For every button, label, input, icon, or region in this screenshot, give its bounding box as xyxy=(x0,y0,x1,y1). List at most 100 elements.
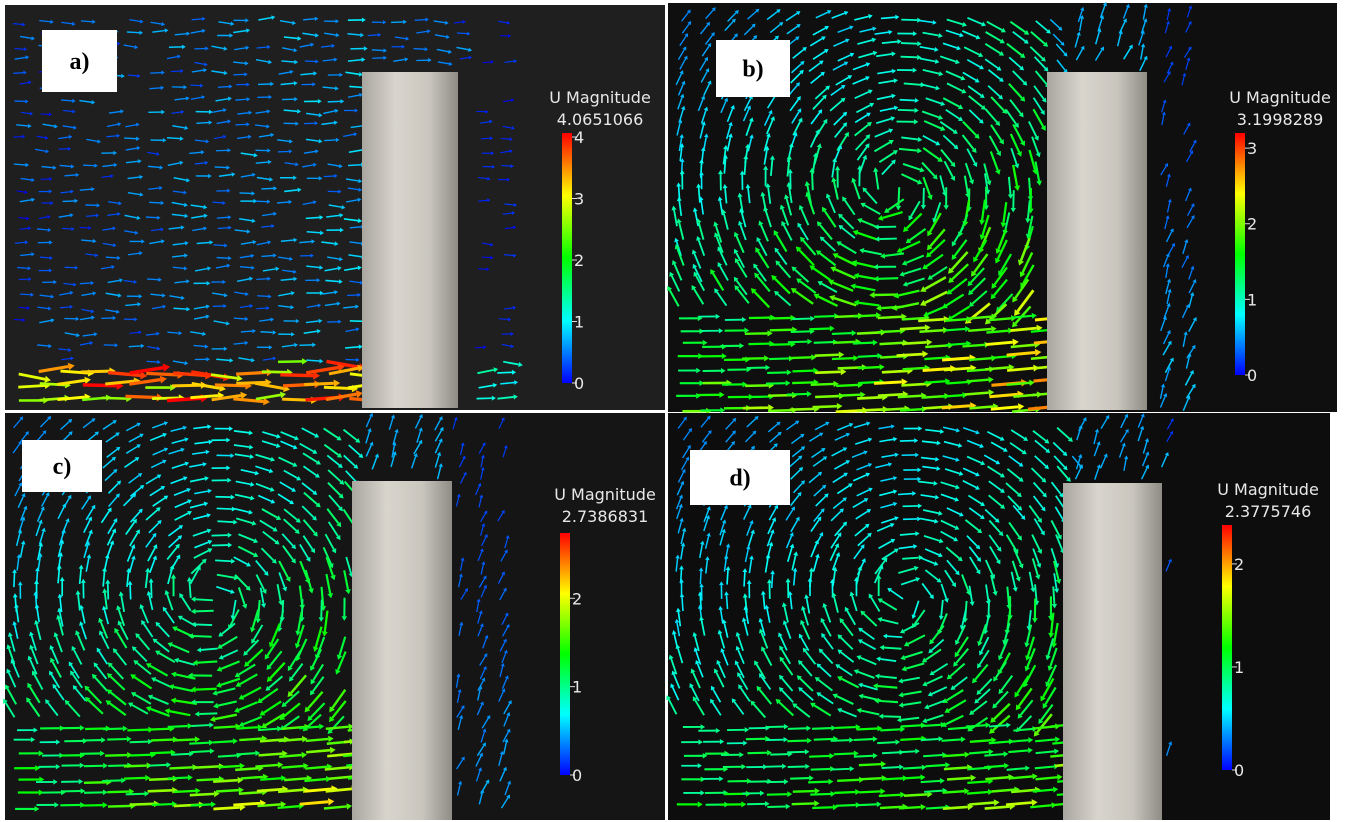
colorbar-tick-label: 1 xyxy=(572,678,582,697)
velocity-arrow xyxy=(81,240,93,241)
colorbar-max: 4.0651066 xyxy=(557,110,644,129)
velocity-arrow xyxy=(904,794,927,795)
velocity-arrow xyxy=(14,164,26,165)
velocity-arrow xyxy=(63,201,75,202)
velocity-arrow xyxy=(83,385,117,386)
velocity-arrow xyxy=(233,803,260,805)
velocity-arrow xyxy=(787,394,807,395)
velocity-arrow xyxy=(196,123,208,124)
velocity-arrow xyxy=(899,807,921,808)
velocity-arrow xyxy=(84,782,107,783)
velocity-arrow xyxy=(812,807,833,808)
velocity-arrow xyxy=(215,167,227,168)
velocity-arrow xyxy=(124,778,145,779)
velocity-arrow xyxy=(901,384,926,386)
velocity-arrow xyxy=(193,636,212,637)
velocity-arrow xyxy=(235,99,246,100)
velocity-arrow xyxy=(788,728,807,729)
velocity-arrow xyxy=(103,729,123,730)
velocity-arrow xyxy=(879,701,898,702)
colorbar xyxy=(560,533,570,775)
velocity-arrow xyxy=(769,318,791,319)
velocity-arrow xyxy=(858,367,880,368)
velocity-arrow xyxy=(217,258,228,259)
velocity-arrow xyxy=(415,20,426,21)
velocity-arrow xyxy=(324,176,334,177)
velocity-arrow xyxy=(350,227,362,228)
velocity-arrow xyxy=(499,319,508,320)
velocity-arrow xyxy=(942,358,970,360)
velocity-arrow xyxy=(13,137,22,138)
velocity-arrow xyxy=(262,256,274,257)
velocity-arrow xyxy=(324,140,336,141)
velocity-arrow xyxy=(921,739,939,740)
velocity-arrow xyxy=(832,333,852,334)
velocity-arrow xyxy=(897,354,923,356)
velocity-arrow xyxy=(792,382,814,383)
velocity-arrow xyxy=(173,308,186,309)
velocity-arrow xyxy=(130,804,154,805)
cylinder xyxy=(1047,72,1147,410)
velocity-arrow xyxy=(15,49,24,50)
panel-label: b) xyxy=(742,57,763,83)
velocity-arrow xyxy=(854,756,873,757)
colorbar-max: 3.1998289 xyxy=(1237,110,1324,129)
velocity-arrow xyxy=(967,781,988,783)
velocity-arrow xyxy=(13,73,23,74)
velocity-arrow xyxy=(102,398,127,399)
velocity-arrow xyxy=(321,600,322,618)
velocity-arrow xyxy=(130,755,151,756)
velocity-arrow xyxy=(174,791,196,792)
colorbar-tick-label: 3 xyxy=(1247,139,1257,158)
panel-label: a) xyxy=(70,49,90,75)
colorbar-tick-label: 0 xyxy=(572,766,582,785)
velocity-arrow xyxy=(106,257,117,258)
velocity-arrow xyxy=(922,396,945,398)
velocity-arrow xyxy=(235,768,258,770)
velocity-arrow xyxy=(17,267,28,268)
velocity-arrow xyxy=(834,753,854,754)
velocity-arrow xyxy=(921,781,940,782)
velocity-arrow xyxy=(700,571,701,584)
velocity-arrow xyxy=(189,743,209,744)
velocity-arrow xyxy=(902,318,925,319)
velocity-arrow xyxy=(306,217,320,218)
colorbar-tick-label: 0 xyxy=(574,374,584,393)
velocity-arrow xyxy=(65,175,76,176)
velocity-arrow xyxy=(882,767,900,768)
velocity-arrow xyxy=(811,384,834,385)
velocity-arrow xyxy=(146,217,157,218)
velocity-arrow xyxy=(126,794,145,795)
velocity-arrow xyxy=(190,396,218,398)
velocity-arrow xyxy=(146,373,178,374)
velocity-arrow xyxy=(60,307,70,308)
panel: a)U Magnitude4.065106601234 xyxy=(5,5,665,410)
velocity-arrow xyxy=(882,371,908,372)
velocity-arrow xyxy=(239,739,262,741)
velocity-arrow xyxy=(884,648,901,649)
colorbar-title: U Magnitude xyxy=(1217,480,1319,499)
velocity-arrow xyxy=(167,138,180,139)
velocity-arrow xyxy=(457,33,467,34)
velocity-arrow xyxy=(767,372,787,373)
velocity-arrow xyxy=(787,741,807,742)
velocity-arrow xyxy=(148,729,169,730)
colorbar-title: U Magnitude xyxy=(1229,88,1331,107)
velocity-arrow xyxy=(391,22,403,23)
velocity-arrow xyxy=(217,521,233,522)
velocity-arrow xyxy=(482,257,490,258)
velocity-arrow xyxy=(241,331,253,332)
velocity-arrow xyxy=(124,766,147,767)
velocity-arrow xyxy=(107,739,127,740)
velocity-arrow xyxy=(788,342,808,343)
velocity-arrow xyxy=(859,791,880,792)
velocity-arrow xyxy=(234,318,245,319)
velocity-arrow xyxy=(834,792,855,793)
figure: a)U Magnitude4.065106601234b)U Magnitude… xyxy=(0,0,1346,822)
velocity-arrow xyxy=(127,730,148,731)
velocity-arrow xyxy=(970,740,991,742)
velocity-arrow xyxy=(859,764,881,765)
velocity-arrow xyxy=(129,346,141,347)
velocity-arrow xyxy=(944,767,967,769)
velocity-arrow xyxy=(901,43,917,44)
